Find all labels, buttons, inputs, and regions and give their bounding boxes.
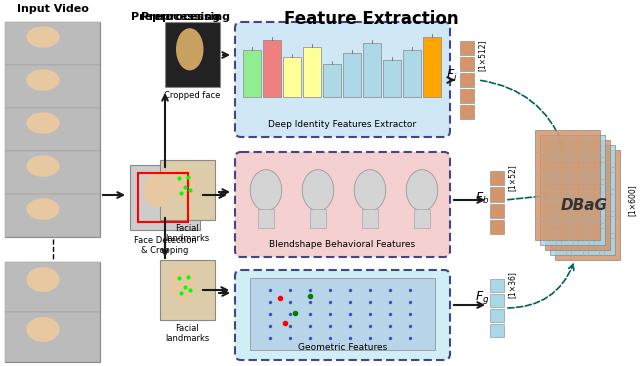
Bar: [423, 37, 441, 97]
Ellipse shape: [26, 317, 60, 342]
Bar: [263, 40, 281, 97]
Bar: [5, 151, 100, 194]
Bar: [5, 262, 100, 362]
Text: $F_b$: $F_b$: [475, 190, 489, 206]
Text: $F_g$: $F_g$: [475, 290, 489, 306]
Ellipse shape: [171, 266, 195, 302]
Bar: [283, 57, 301, 97]
Ellipse shape: [355, 169, 386, 211]
Text: Feature Extraction: Feature Extraction: [284, 10, 458, 28]
Text: Blendshape Behavioral Features: Blendshape Behavioral Features: [269, 240, 415, 249]
Bar: [490, 220, 504, 234]
Text: Facial
landmarks: Facial landmarks: [165, 224, 210, 243]
Text: [1×600]: [1×600]: [628, 184, 637, 216]
Bar: [5, 312, 100, 362]
Bar: [460, 73, 474, 87]
Ellipse shape: [171, 166, 195, 202]
Bar: [310, 209, 326, 228]
Bar: [5, 194, 100, 237]
Ellipse shape: [26, 112, 60, 134]
Ellipse shape: [176, 28, 204, 70]
FancyBboxPatch shape: [235, 22, 450, 137]
Text: Input Video: Input Video: [17, 4, 88, 14]
Bar: [460, 105, 474, 119]
Text: Deep Identity Features Extractor: Deep Identity Features Extractor: [268, 120, 417, 129]
Bar: [490, 279, 504, 292]
Bar: [243, 50, 261, 97]
Bar: [130, 165, 200, 230]
Ellipse shape: [302, 169, 333, 211]
Bar: [160, 260, 215, 320]
Text: Facial
landmarks: Facial landmarks: [165, 324, 210, 343]
Text: [1×36]: [1×36]: [508, 272, 517, 298]
Ellipse shape: [26, 155, 60, 177]
Text: Face Detection
& Cropping: Face Detection & Cropping: [134, 236, 196, 255]
Bar: [403, 50, 421, 97]
Bar: [5, 22, 100, 65]
Bar: [362, 209, 378, 228]
Bar: [490, 324, 504, 337]
Bar: [460, 41, 474, 55]
Bar: [258, 209, 275, 228]
Ellipse shape: [26, 26, 60, 48]
Bar: [490, 309, 504, 322]
Text: Preprocessing: Preprocessing: [131, 12, 220, 22]
Bar: [5, 108, 100, 151]
Bar: [343, 53, 361, 97]
Bar: [535, 130, 600, 240]
Ellipse shape: [406, 169, 438, 211]
Bar: [490, 294, 504, 307]
Bar: [490, 203, 504, 218]
Bar: [383, 60, 401, 97]
Bar: [490, 187, 504, 202]
Text: DBaG: DBaG: [561, 198, 608, 213]
Bar: [363, 44, 381, 97]
Text: Cropped face: Cropped face: [164, 91, 221, 100]
Text: [1×512]: [1×512]: [478, 39, 487, 71]
Bar: [490, 171, 504, 185]
Ellipse shape: [26, 198, 60, 220]
Bar: [160, 160, 215, 220]
Bar: [303, 47, 321, 97]
Bar: [540, 135, 605, 245]
Bar: [460, 57, 474, 71]
Bar: [323, 63, 341, 97]
Bar: [460, 89, 474, 103]
Bar: [550, 145, 615, 255]
Bar: [5, 65, 100, 108]
Text: [1×52]: [1×52]: [508, 165, 517, 191]
FancyBboxPatch shape: [235, 270, 450, 360]
Text: $F_i$: $F_i$: [446, 67, 458, 83]
Bar: [5, 262, 100, 312]
FancyBboxPatch shape: [235, 152, 450, 257]
Bar: [165, 22, 220, 87]
Text: Preprocessing: Preprocessing: [141, 12, 230, 22]
Bar: [545, 140, 610, 250]
Bar: [138, 173, 188, 222]
Bar: [5, 22, 100, 237]
Bar: [250, 278, 435, 350]
Ellipse shape: [250, 169, 282, 211]
Text: Geometric Features: Geometric Features: [298, 343, 387, 352]
Ellipse shape: [26, 69, 60, 91]
Ellipse shape: [143, 172, 170, 208]
Bar: [555, 150, 620, 260]
Bar: [413, 209, 431, 228]
Ellipse shape: [26, 267, 60, 292]
